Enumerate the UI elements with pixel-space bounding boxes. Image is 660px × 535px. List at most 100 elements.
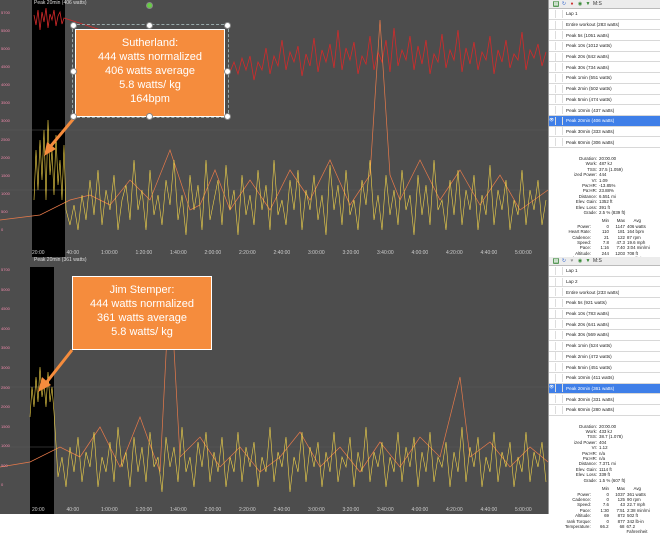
interval-row[interactable]: Peak 10s (1012 watts)	[549, 41, 660, 52]
checkbox[interactable]	[549, 9, 556, 18]
checkbox[interactable]	[556, 298, 563, 307]
checkbox[interactable]	[549, 363, 556, 372]
checkbox[interactable]	[549, 405, 556, 414]
interval-row[interactable]: Peak 20s (641 watts)	[549, 319, 660, 331]
checkbox[interactable]	[556, 309, 563, 318]
eye-icon[interactable]: ◉	[577, 1, 583, 7]
table-icon[interactable]: ▦	[553, 258, 559, 264]
interval-row[interactable]: Peak 1min (524 watts)	[549, 341, 660, 352]
checkbox[interactable]	[549, 41, 556, 50]
interval-row[interactable]: Peak 2min (502 watts)	[549, 84, 660, 95]
interval-row[interactable]: Peak 5s (921 watts)	[549, 298, 660, 309]
checkbox[interactable]	[556, 277, 563, 286]
checkbox[interactable]	[549, 330, 556, 339]
checkbox[interactable]	[549, 63, 556, 72]
resize-handle[interactable]	[146, 22, 153, 29]
checkbox[interactable]	[549, 138, 556, 147]
checkbox[interactable]: 👁	[549, 384, 556, 393]
checkbox[interactable]	[549, 352, 556, 361]
checkbox[interactable]	[556, 9, 563, 18]
checkbox[interactable]	[556, 341, 563, 350]
resize-handle[interactable]	[224, 22, 231, 29]
checkbox[interactable]	[556, 363, 563, 372]
wifi-icon[interactable]: ▼	[585, 258, 591, 264]
eye-icon[interactable]: ◉	[577, 258, 583, 264]
checkbox[interactable]	[556, 52, 563, 61]
interval-row[interactable]: Peak 10min (411 watts)	[549, 373, 660, 384]
interval-row[interactable]: Lap 1	[549, 9, 660, 20]
checkbox[interactable]	[556, 405, 563, 414]
wifi-icon[interactable]: ▼	[585, 1, 591, 7]
interval-row[interactable]: Peak 5s (1051 watts)	[549, 30, 660, 42]
interval-row[interactable]: Peak 30min (331 watts)	[549, 394, 660, 405]
checkbox[interactable]	[549, 95, 556, 104]
interval-row[interactable]: Peak 2min (472 watts)	[549, 352, 660, 363]
checkbox[interactable]	[556, 395, 563, 404]
checkbox[interactable]	[556, 127, 563, 136]
checkbox[interactable]	[556, 288, 563, 297]
checkbox[interactable]	[556, 266, 563, 275]
interval-row[interactable]: Peak 5min (474 watts)	[549, 95, 660, 106]
interval-row[interactable]: Lap 2	[549, 277, 660, 288]
interval-row[interactable]: 👁 Peak 20min (406 watts)	[549, 115, 660, 127]
checkbox[interactable]	[549, 373, 556, 382]
refresh-icon[interactable]: ↻	[561, 258, 567, 264]
time-format-label[interactable]: M:S	[593, 258, 602, 264]
interval-row[interactable]: Peak 10s (783 watts)	[549, 309, 660, 320]
checkbox[interactable]	[549, 320, 556, 329]
annotation-callout[interactable]: Jim Stemper: 444 watts normalized 361 wa…	[72, 276, 212, 350]
resize-handle[interactable]	[70, 113, 77, 120]
checkbox[interactable]	[549, 127, 556, 136]
checkbox[interactable]	[556, 116, 563, 125]
workout-chart[interactable]: Peak 20min (361 watts) 5700 5000 4500 4000 3…	[0, 257, 548, 514]
checkbox[interactable]	[549, 73, 556, 82]
checkbox[interactable]	[556, 31, 563, 40]
checkbox[interactable]	[549, 266, 556, 275]
checkbox[interactable]	[549, 395, 556, 404]
workout-chart[interactable]: Peak 20min (406 watts) 5700 5500 5000 4500 4…	[0, 0, 548, 257]
checkbox[interactable]	[556, 73, 563, 82]
checkbox[interactable]	[556, 63, 563, 72]
checkbox[interactable]	[556, 373, 563, 382]
interval-row[interactable]: Peak 30s (569 watts)	[549, 330, 660, 341]
chart-svg[interactable]	[0, 257, 548, 514]
checkbox[interactable]	[556, 384, 563, 393]
checkbox[interactable]	[549, 52, 556, 61]
resize-handle[interactable]	[70, 22, 77, 29]
checkbox[interactable]	[549, 84, 556, 93]
interval-row[interactable]: Peak 10min (437 watts)	[549, 105, 660, 116]
resize-handle[interactable]	[70, 68, 77, 75]
resize-handle[interactable]	[146, 113, 153, 120]
checkbox[interactable]	[549, 298, 556, 307]
checkbox[interactable]	[556, 84, 563, 93]
interval-row[interactable]: 👁 Peak 20min (361 watts)	[549, 383, 660, 395]
interval-row[interactable]: Peak 60min (280 watts)	[549, 405, 660, 416]
checkbox[interactable]	[556, 352, 563, 361]
table-icon[interactable]: ▦	[553, 1, 559, 7]
interval-row[interactable]: Entire workout (233 watts)	[549, 287, 660, 299]
checkbox[interactable]	[549, 106, 556, 115]
checkbox[interactable]	[549, 309, 556, 318]
resize-handle[interactable]	[224, 68, 231, 75]
red-dot-icon[interactable]: ●	[570, 1, 574, 7]
checkbox[interactable]	[556, 106, 563, 115]
interval-row[interactable]: Lap 1	[549, 266, 660, 277]
checkbox[interactable]	[556, 320, 563, 329]
resize-handle[interactable]	[224, 113, 231, 120]
refresh-icon[interactable]: ↻	[561, 1, 567, 7]
checkbox[interactable]	[556, 138, 563, 147]
checkbox[interactable]	[556, 95, 563, 104]
checkbox[interactable]	[549, 288, 556, 297]
rotate-handle[interactable]	[146, 2, 153, 9]
interval-row[interactable]: Entire workout (283 watts)	[549, 20, 660, 31]
checkbox[interactable]	[556, 20, 563, 29]
checkbox[interactable]	[549, 20, 556, 29]
checkbox[interactable]	[549, 341, 556, 350]
interval-row[interactable]: Peak 20s (842 watts)	[549, 52, 660, 63]
interval-row[interactable]: Peak 1min (551 watts)	[549, 73, 660, 84]
checkbox[interactable]	[549, 31, 556, 40]
interval-row[interactable]: Peak 30s (734 watts)	[549, 62, 660, 74]
annotation-callout[interactable]: Sutherland: 444 watts normalized 406 wat…	[75, 29, 225, 117]
heart-icon[interactable]: ♥	[570, 258, 574, 264]
interval-row[interactable]: Peak 30min (333 watts)	[549, 127, 660, 138]
